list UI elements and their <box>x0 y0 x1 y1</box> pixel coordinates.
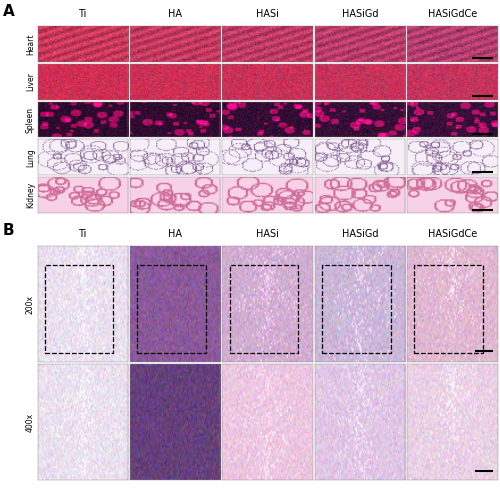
Bar <box>322 265 390 353</box>
Text: Lung: Lung <box>26 148 35 167</box>
Bar <box>137 265 206 353</box>
Text: Liver: Liver <box>26 73 35 91</box>
Text: Heart: Heart <box>26 33 35 55</box>
Text: Spleen: Spleen <box>26 106 35 133</box>
Text: 200x: 200x <box>26 295 35 314</box>
Bar <box>230 265 298 353</box>
Text: B: B <box>2 223 14 238</box>
Text: HASiGdCe: HASiGdCe <box>428 229 477 239</box>
Bar <box>44 265 114 353</box>
Text: HASiGd: HASiGd <box>342 229 378 239</box>
Text: HASiGd: HASiGd <box>342 9 378 19</box>
Bar <box>414 265 483 353</box>
Text: HA: HA <box>168 9 182 19</box>
Text: HA: HA <box>168 229 182 239</box>
Text: Kidney: Kidney <box>26 182 35 208</box>
Text: Ti: Ti <box>78 229 87 239</box>
Text: Ti: Ti <box>78 9 87 19</box>
Text: HASiGdCe: HASiGdCe <box>428 9 477 19</box>
Text: 400x: 400x <box>26 413 35 432</box>
Text: A: A <box>2 4 14 19</box>
Text: HASi: HASi <box>256 229 279 239</box>
Text: HASi: HASi <box>256 9 279 19</box>
